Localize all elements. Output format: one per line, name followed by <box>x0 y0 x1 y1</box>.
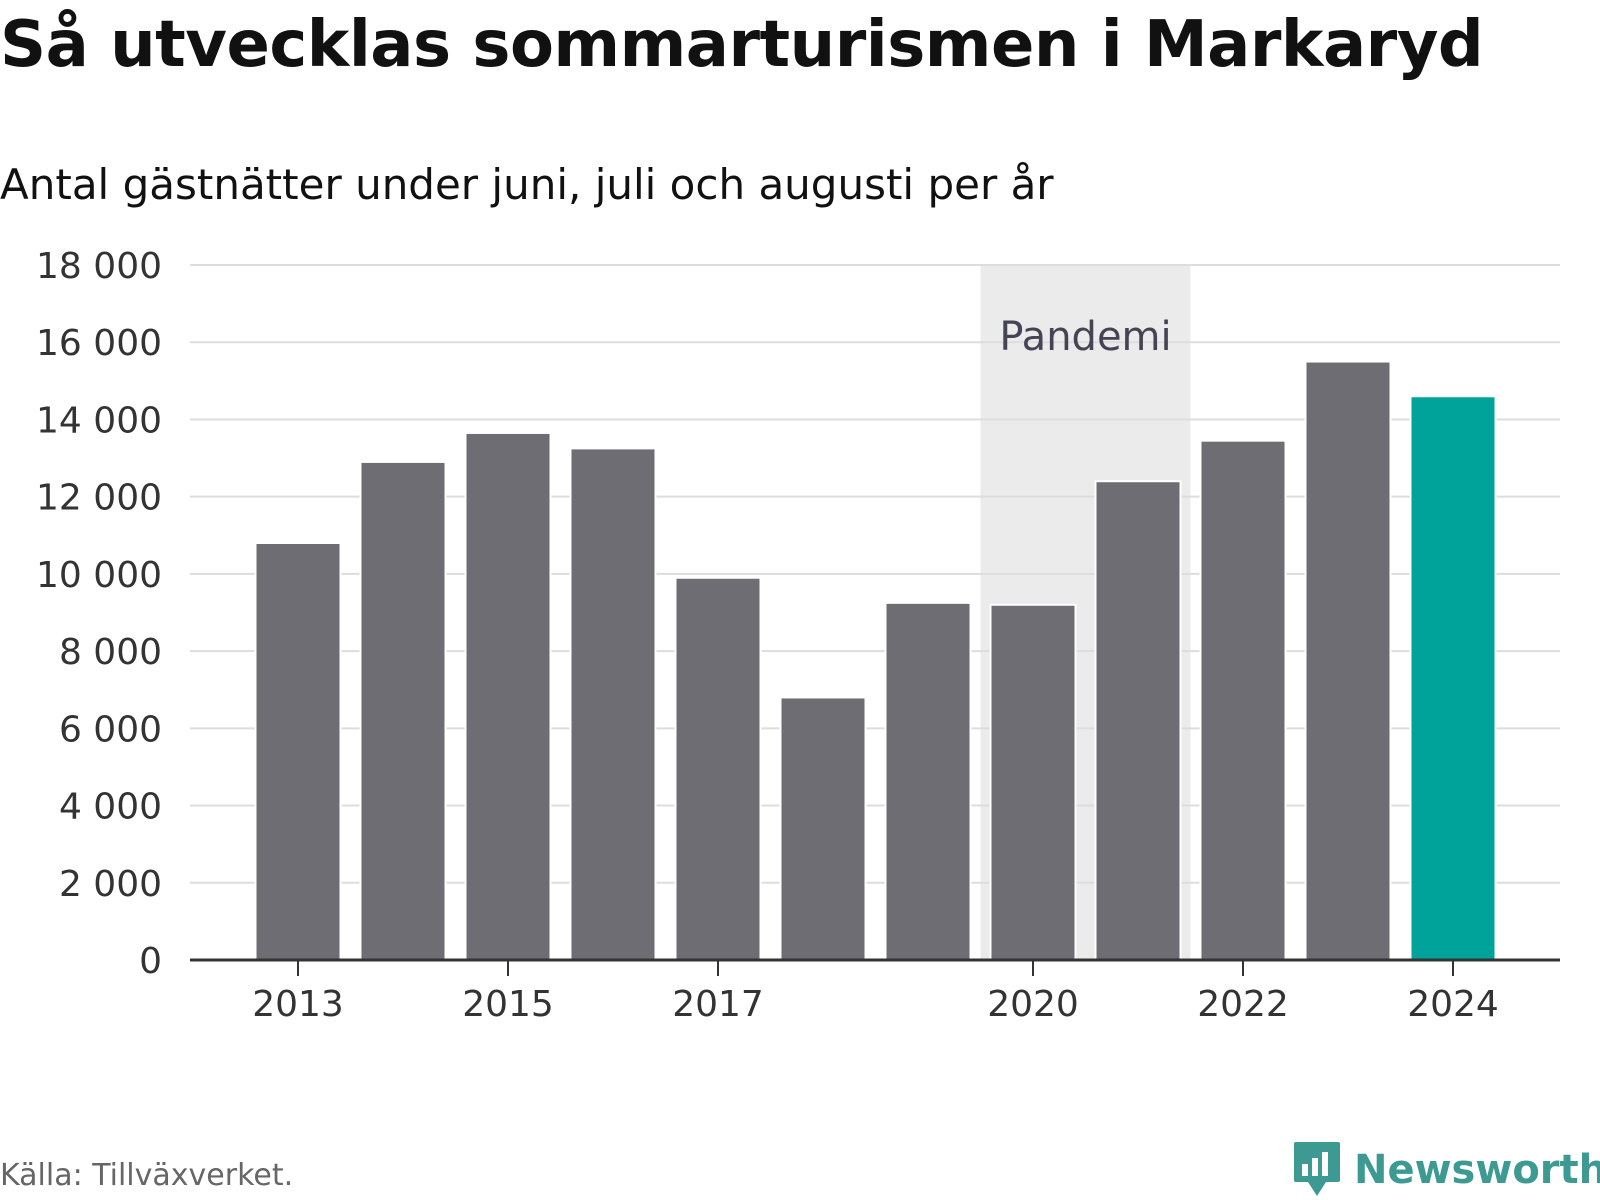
bar-2022 <box>1199 439 1287 961</box>
bar-2017 <box>674 576 762 961</box>
x-tick-label: 2013 <box>252 984 344 1025</box>
y-tick-label: 12 000 <box>36 478 162 519</box>
y-tick-label: 8 000 <box>59 632 162 673</box>
x-tick-label: 2022 <box>1197 984 1289 1025</box>
chart-title: Så utvecklas sommarturismen i Markaryd <box>0 8 1484 82</box>
newsworthy-logo-icon <box>1294 1142 1340 1196</box>
bar-2024 <box>1409 395 1497 961</box>
bar-2015 <box>464 431 552 962</box>
x-axis <box>190 958 1560 976</box>
x-tick-label: 2017 <box>672 984 764 1025</box>
brand-name: Newsworthy <box>1354 1147 1600 1193</box>
bar-2020 <box>989 603 1077 961</box>
y-tick-label: 16 000 <box>36 323 162 364</box>
x-tick-label: 2024 <box>1407 984 1499 1025</box>
bar-chart: 0 2 000 4 000 6 000 8 000 10 000 12 000 14 000 1… <box>36 246 1560 1025</box>
y-tick-label: 0 <box>139 941 162 982</box>
source-note: Källa: Tillväxverket. <box>0 1158 294 1193</box>
brand-logo: Newsworthy <box>1292 1140 1600 1200</box>
bar-2018 <box>779 696 867 961</box>
y-tick-label: 2 000 <box>59 864 162 905</box>
bar-2016 <box>569 447 657 961</box>
y-tick-label: 18 000 <box>36 246 162 287</box>
bar-2013 <box>254 542 342 961</box>
y-tick-label: 10 000 <box>36 555 162 596</box>
x-tick-label: 2015 <box>462 984 554 1025</box>
chart-subtitle: Antal gästnätter under juni, juli och au… <box>0 160 1054 209</box>
bar-2023 <box>1304 360 1392 961</box>
x-tick-label: 2020 <box>987 984 1079 1025</box>
bar-2021 <box>1094 480 1182 961</box>
bar-2014 <box>359 460 447 961</box>
y-tick-label: 6 000 <box>59 709 162 750</box>
y-tick-label: 4 000 <box>59 787 162 828</box>
bar-2019 <box>884 601 972 961</box>
pandemic-label: Pandemi <box>999 314 1171 360</box>
x-tick-labels: 2013 2015 2017 2020 2022 2024 <box>252 984 1499 1025</box>
y-tick-labels: 0 2 000 4 000 6 000 8 000 10 000 12 000 14 000 1… <box>36 246 162 982</box>
bars <box>254 360 1497 962</box>
y-tick-label: 14 000 <box>36 400 162 441</box>
